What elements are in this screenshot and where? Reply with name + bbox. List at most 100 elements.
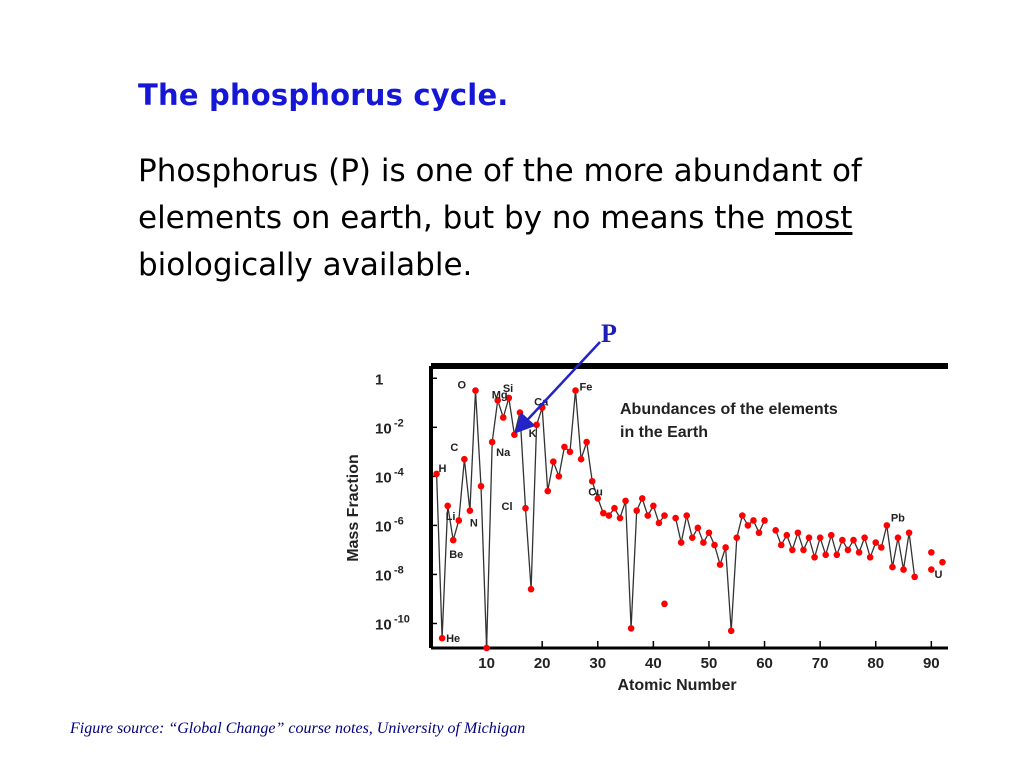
data-point (477, 482, 485, 490)
data-point (722, 544, 729, 551)
chart-title-line-2: in the Earth (620, 424, 708, 441)
data-point (605, 512, 613, 519)
data-point (711, 541, 718, 549)
data-point (844, 546, 852, 554)
data-point (727, 627, 735, 635)
element-label: Fe (580, 382, 593, 394)
data-point (461, 455, 468, 463)
data-point (928, 566, 935, 573)
data-point (544, 487, 552, 495)
element-label: Li (446, 511, 456, 523)
y-tick-label: 10 (375, 518, 392, 535)
data-point (677, 539, 685, 546)
series-line-segment (674, 513, 766, 631)
data-point (777, 541, 785, 549)
y-tick-label: 10 (375, 469, 392, 486)
element-label: Cl (502, 501, 513, 513)
element-label: Si (503, 383, 513, 395)
data-point (794, 529, 802, 537)
element-label: Be (449, 549, 463, 561)
element-label: U (934, 569, 942, 581)
y-tick-label: 10 (375, 567, 392, 584)
data-point (494, 397, 502, 404)
data-point (622, 497, 629, 505)
data-point (566, 448, 574, 456)
y-axis-label: Mass Fraction (345, 454, 362, 562)
data-point (499, 414, 507, 421)
data-point (744, 522, 752, 529)
data-point (883, 522, 891, 529)
data-point (861, 534, 868, 541)
data-point (633, 507, 640, 514)
element-label: Mg (492, 389, 508, 401)
data-point (555, 473, 563, 480)
data-point (822, 551, 829, 559)
data-point (683, 512, 691, 519)
data-point (455, 517, 463, 524)
plot-frame (429, 363, 948, 650)
element-label: He (446, 633, 460, 645)
x-tick-label: 90 (923, 655, 940, 672)
x-tick-label: 30 (589, 655, 606, 672)
element-label: O (457, 380, 466, 392)
data-point (672, 514, 679, 522)
data-point (516, 409, 524, 416)
data-point (772, 526, 779, 534)
body-text: Phosphorus (P) is one of the more abunda… (138, 148, 878, 289)
data-point (577, 455, 585, 463)
phosphorus-pointer-arrow (514, 341, 601, 434)
data-point (527, 585, 535, 593)
y-tick-label: 10 (375, 616, 392, 633)
data-point (900, 566, 907, 573)
data-point (505, 394, 513, 402)
x-tick-label: 60 (756, 655, 773, 672)
data-point (483, 644, 490, 652)
x-tick-label: 70 (812, 655, 829, 672)
data-point (488, 438, 496, 446)
data-point (466, 507, 474, 514)
element-label: Cu (588, 486, 603, 498)
x-axis-label: Atomic Number (617, 677, 736, 694)
body-text-part-1: Phosphorus (P) is one of the more abunda… (138, 153, 862, 236)
data-point (655, 519, 663, 527)
data-point (522, 504, 529, 512)
data-point (755, 529, 763, 537)
y-axis-ticks: 110-210-410-610-810-10 (375, 371, 437, 633)
y-tick-label: 1 (375, 371, 383, 388)
data-point (928, 549, 935, 556)
data-point (433, 470, 440, 478)
data-point (638, 495, 646, 502)
data-point (700, 539, 707, 546)
body-text-part-2: biologically available. (138, 247, 473, 283)
data-point (889, 563, 896, 571)
x-tick-label: 50 (701, 655, 718, 672)
data-point (644, 512, 652, 519)
data-point (872, 539, 880, 546)
figure-source-caption: Figure source: “Global Change” course no… (70, 720, 526, 737)
y-tick-exponent: -4 (394, 466, 405, 478)
data-point (688, 534, 696, 541)
data-point (939, 558, 946, 566)
data-point (905, 529, 913, 537)
data-point (438, 634, 446, 642)
data-point (600, 509, 607, 517)
x-tick-label: 10 (478, 655, 495, 672)
body-emphasis: most (774, 200, 853, 236)
data-point (816, 534, 824, 541)
data-point (472, 387, 479, 394)
data-point (561, 443, 568, 451)
data-point (449, 536, 457, 544)
data-point (511, 431, 518, 438)
data-point (805, 534, 813, 541)
data-point (627, 625, 635, 632)
y-tick-exponent: -2 (394, 417, 404, 429)
slide-title: The phosphorus cycle. (138, 78, 509, 112)
data-point (694, 524, 702, 532)
data-point (855, 549, 863, 556)
y-tick-exponent: -10 (394, 613, 410, 625)
data-point (550, 458, 557, 465)
data-point (761, 517, 768, 524)
y-tick-label: 10 (375, 420, 392, 437)
